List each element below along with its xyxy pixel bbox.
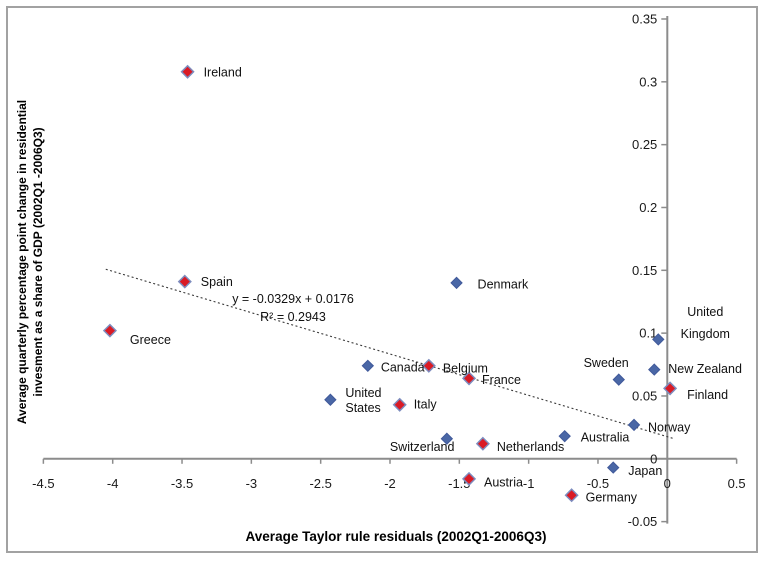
- y-tick-label: 0.3: [639, 74, 657, 89]
- r-squared-label: R² = 0.2943: [260, 310, 326, 324]
- data-point-switzerland: [440, 432, 454, 445]
- x-tick-label: 0.5: [728, 476, 746, 491]
- point-label-spain: Spain: [201, 275, 233, 289]
- point-label-germany: Germany: [586, 491, 638, 505]
- point-label-italy: Italy: [414, 397, 438, 411]
- y-tick-label: 0.15: [632, 263, 657, 278]
- point-label-sweden: Sweden: [584, 356, 629, 370]
- data-point-norway: [627, 418, 641, 432]
- y-tick-label: 0.1: [639, 326, 657, 341]
- data-point-denmark: [450, 276, 463, 290]
- y-tick-label: 0.2: [639, 200, 657, 215]
- point-label-new-zealand: New Zealand: [668, 362, 742, 376]
- point-label-austria: Austria: [484, 475, 523, 489]
- data-point-finland: [663, 381, 678, 396]
- point-label-united-kingdom: Kingdom: [681, 327, 730, 341]
- x-tick-label: -4.5: [32, 476, 54, 491]
- point-label-switzerland: Switzerland: [390, 440, 455, 454]
- y-tick-label: 0.05: [632, 388, 657, 403]
- x-tick-label: -4: [107, 476, 119, 491]
- point-label-australia: Australia: [581, 431, 630, 445]
- y-tick-label: 0: [650, 451, 657, 466]
- data-point-australia: [558, 429, 571, 443]
- point-label-greece: Greece: [130, 333, 171, 347]
- data-point-sweden: [612, 373, 625, 386]
- y-tick-label: 0.25: [632, 137, 657, 152]
- x-tick-label: -3: [246, 476, 258, 491]
- data-point-ireland: [180, 64, 195, 79]
- x-tick-label: 0: [664, 476, 671, 491]
- point-label-united-states: States: [345, 401, 380, 415]
- data-point-united-states: [324, 393, 337, 406]
- data-point-new-zealand: [648, 363, 661, 376]
- point-label-united-kingdom: United: [687, 305, 723, 319]
- x-tick-label: -1: [523, 476, 535, 491]
- x-tick-label: -2: [384, 476, 396, 491]
- point-label-france: France: [482, 373, 521, 387]
- y-tick-label: 0.35: [632, 11, 657, 26]
- point-label-canada: Canada: [381, 360, 425, 374]
- data-point-belgium: [421, 358, 436, 373]
- point-label-belgium: Belgium: [443, 361, 488, 375]
- point-label-japan: Japan: [628, 464, 662, 478]
- data-point-united-kingdom: [652, 333, 665, 346]
- point-label-finland: Finland: [687, 388, 728, 402]
- figure-border: [6, 6, 758, 553]
- data-point-france: [461, 371, 477, 386]
- trendline: [105, 268, 675, 440]
- data-point-italy: [392, 397, 407, 412]
- point-label-netherlands: Netherlands: [497, 440, 564, 454]
- point-label-denmark: Denmark: [478, 277, 529, 291]
- point-label-united-states: United: [345, 386, 381, 400]
- y-tick-label: -0.05: [628, 514, 658, 529]
- trendline-equation: y = -0.0329x + 0.0176: [232, 292, 354, 306]
- data-point-greece: [102, 323, 117, 338]
- data-point-austria: [461, 471, 477, 486]
- data-point-japan: [607, 461, 620, 474]
- data-point-germany: [564, 488, 579, 503]
- point-label-ireland: Ireland: [204, 65, 242, 79]
- x-axis-title: Average Taylor rule residuals (2002Q1-20…: [245, 529, 547, 544]
- x-tick-label: -0.5: [587, 476, 609, 491]
- data-point-spain: [177, 274, 192, 289]
- data-point-canada: [361, 359, 375, 373]
- point-label-norway: Norway: [648, 420, 691, 434]
- x-tick-label: -2.5: [309, 476, 331, 491]
- data-point-netherlands: [475, 436, 490, 451]
- x-tick-label: -3.5: [171, 476, 193, 491]
